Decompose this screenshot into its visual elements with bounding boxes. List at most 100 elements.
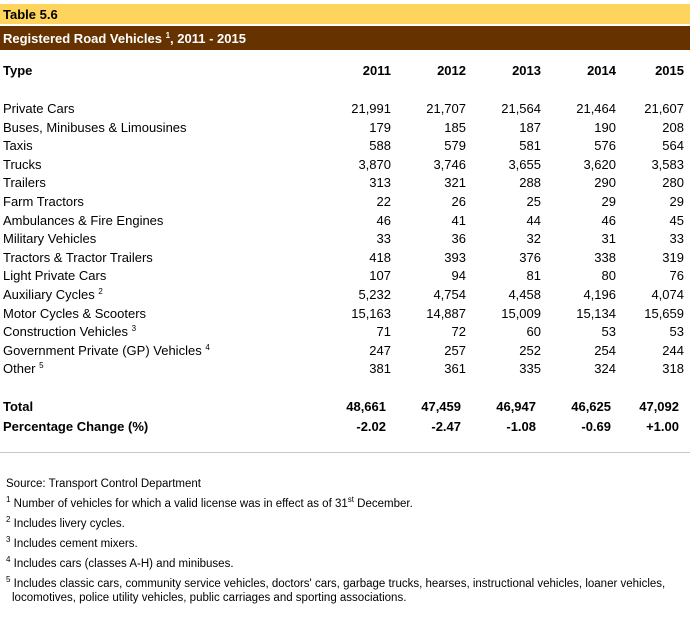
cell-value: 80 [601, 268, 616, 284]
cell-value: 44 [526, 212, 541, 228]
cell-value: 581 [519, 138, 541, 154]
cell-value: 33 [376, 231, 391, 247]
source-note: Source: Transport Control Department [6, 478, 201, 490]
cell-value: 41 [451, 212, 466, 228]
cell-value: 46,947 [496, 399, 536, 414]
cell-value: 26 [451, 194, 466, 209]
cell-value: 208 [662, 119, 684, 135]
cell-value: 21,991 [351, 101, 391, 116]
cell-value: 53 [601, 324, 616, 340]
cell-value: 46 [376, 212, 391, 228]
cell-value: 338 [594, 249, 616, 265]
cell-value: 3,583 [651, 156, 684, 172]
cell-value: 21,707 [426, 101, 466, 116]
cell-value: 288 [519, 175, 541, 191]
cell-value: 15,134 [576, 305, 616, 321]
footnote-mark: 1 [6, 495, 11, 504]
cell-value: 3,655 [508, 156, 541, 172]
cell-value: 47,092 [639, 399, 679, 414]
cell-value: 319 [662, 249, 684, 265]
cell-value: 318 [662, 361, 684, 377]
cell-value: 321 [444, 175, 466, 191]
cell-value: 47,459 [421, 399, 461, 414]
cell-value: 29 [601, 194, 616, 209]
table-row: Ambulances & Fire Engines 46 41 44 46 45 [0, 213, 690, 230]
footnote: 5 Includes classic cars, community servi… [6, 576, 686, 605]
cell-value: 190 [594, 119, 616, 135]
row-label: Military Vehicles [3, 231, 97, 247]
cell-value: 71 [376, 324, 391, 340]
cell-value: 4,196 [583, 287, 616, 302]
cell-value: 247 [369, 342, 391, 358]
cell-value: 15,659 [644, 305, 684, 321]
divider [0, 452, 690, 453]
cell-value: 25 [526, 194, 541, 209]
cell-value: 5,232 [358, 287, 391, 302]
cell-value: 290 [594, 175, 616, 191]
footnote-ref: 5 [39, 361, 44, 371]
footnote-ref: 1 [165, 31, 171, 40]
cell-value: 29 [669, 194, 684, 209]
row-label: Total [3, 399, 34, 414]
row-label: Ambulances & Fire Engines [3, 212, 164, 228]
footnote-ref: 4 [205, 342, 210, 352]
cell-value: 21,607 [644, 101, 684, 116]
footnote: 2 Includes livery cycles. [6, 515, 125, 531]
table-row: Trailers 313 321 288 290 280 [0, 175, 690, 192]
row-label: Light Private Cars [3, 268, 107, 284]
cell-value: 3,746 [433, 156, 466, 172]
cell-value: -2.02 [356, 419, 386, 434]
cell-value: 3,620 [583, 156, 616, 172]
cell-value: 33 [669, 231, 684, 247]
cell-value: 335 [519, 361, 541, 377]
cell-value: 179 [369, 119, 391, 135]
cell-value: -2.47 [431, 419, 461, 434]
table-row: Light Private Cars 107 94 81 80 76 [0, 268, 690, 285]
row-label: Taxis [3, 138, 33, 154]
cell-value: 418 [369, 249, 391, 265]
cell-value: 94 [451, 268, 466, 284]
cell-value: 361 [444, 361, 466, 377]
cell-value: 48,661 [346, 399, 386, 414]
row-label: Motor Cycles & Scooters [3, 305, 147, 321]
footnote-mark: 4 [6, 555, 11, 564]
row-label: Trailers [3, 175, 46, 191]
table-row: Tractors & Tractor Trailers 418 393 376 338 3… [0, 250, 690, 267]
cell-value: -0.69 [581, 419, 611, 434]
table-row: Taxis 588 579 581 576 564 [0, 138, 690, 155]
cell-value: 22 [376, 194, 391, 209]
cell-value: 3,870 [358, 156, 391, 172]
cell-value: 15,009 [501, 305, 541, 321]
row-label: Buses, Minibuses & Limousines [3, 119, 187, 135]
table-row: Farm Tractors 22 26 25 29 29 [0, 194, 690, 211]
table-row: Other 5 381 361 335 324 318 [0, 361, 690, 378]
cell-value: 588 [369, 138, 391, 154]
cell-value: 4,458 [508, 287, 541, 302]
row-label: Other 5 [3, 361, 44, 377]
cell-value: 564 [662, 138, 684, 154]
cell-value: 324 [594, 361, 616, 377]
year-header: 2015 [655, 63, 684, 78]
row-label: Percentage Change (%) [3, 419, 149, 434]
cell-value: 60 [526, 324, 541, 340]
cell-value: 72 [451, 324, 466, 340]
table-row: Trucks 3,870 3,746 3,655 3,620 3,583 [0, 157, 690, 174]
cell-value: -1.08 [506, 419, 536, 434]
footnote-ref: 3 [131, 324, 137, 334]
row-label: Trucks [3, 156, 42, 172]
row-label: Construction Vehicles 3 [3, 324, 137, 340]
cell-value: 393 [444, 249, 466, 265]
footnote-mark: 3 [6, 535, 11, 544]
footnote-continuation: locomotives, police utility vehicles, pu… [12, 592, 407, 604]
table-row: Private Cars 21,991 21,707 21,564 21,464 21,6… [0, 101, 690, 118]
year-header: 2011 [362, 63, 391, 78]
cell-value: 187 [519, 119, 541, 135]
cell-value: 81 [526, 268, 541, 284]
row-label: Government Private (GP) Vehicles 4 [3, 342, 210, 358]
footnote-mark: 2 [6, 515, 11, 524]
cell-value: 576 [594, 138, 616, 154]
cell-value: 4,074 [651, 287, 684, 302]
year-header: 2012 [437, 63, 466, 78]
table-number: Table 5.6 [3, 7, 58, 22]
total-row: Total 48,661 47,459 46,947 46,625 47,092 [0, 399, 690, 416]
